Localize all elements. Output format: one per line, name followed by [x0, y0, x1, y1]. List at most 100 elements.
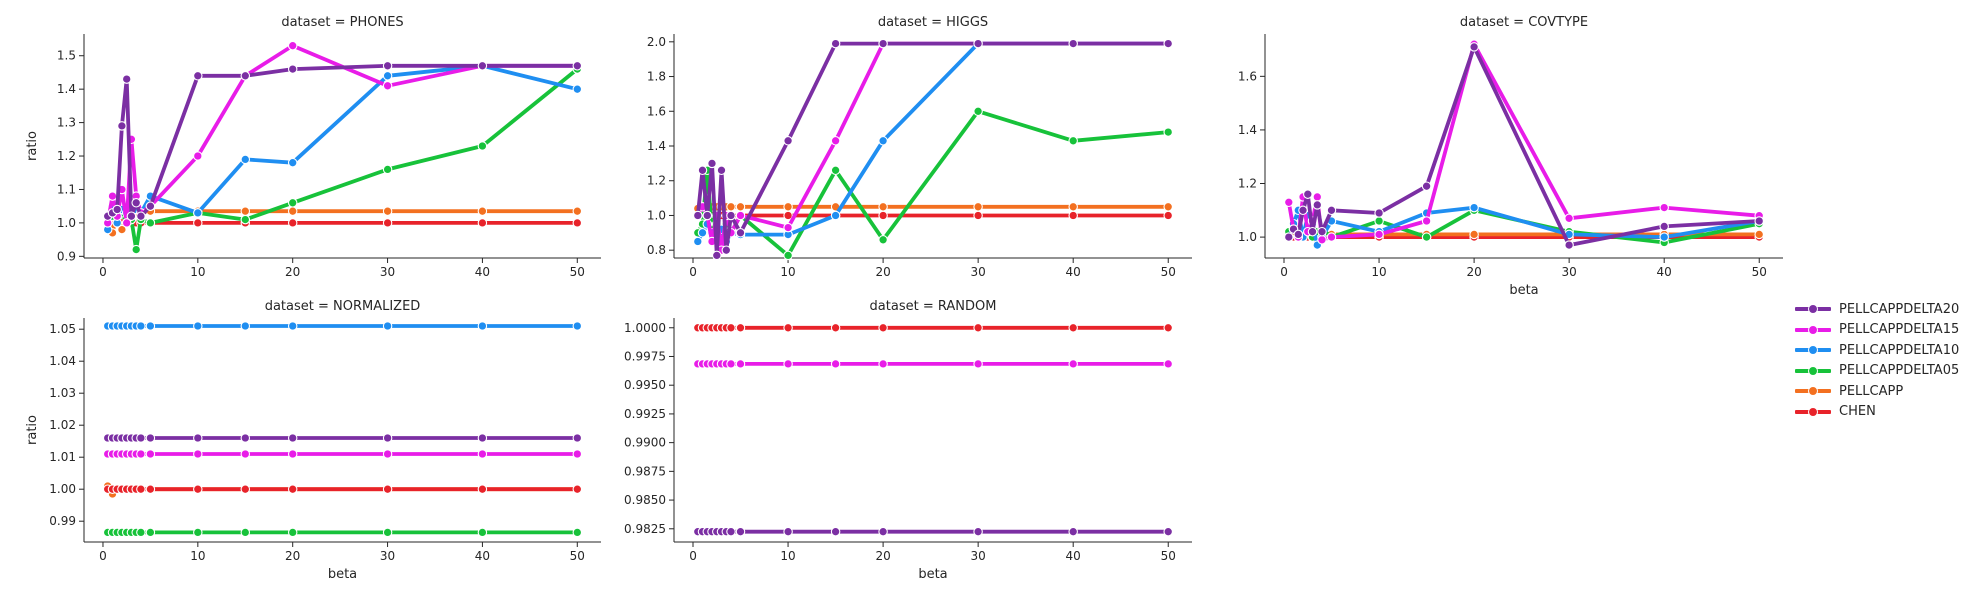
- data-point: [783, 202, 793, 212]
- data-point: [1421, 216, 1432, 226]
- data-point: [382, 527, 393, 538]
- data-point: [783, 222, 793, 233]
- data-point: [572, 218, 583, 228]
- y-tick-label: 1.3: [57, 116, 76, 130]
- data-point: [240, 527, 251, 538]
- data-point: [735, 210, 746, 221]
- data-point: [1068, 136, 1078, 146]
- data-point: [121, 218, 132, 228]
- data-point: [1163, 38, 1173, 49]
- data-point: [287, 40, 298, 51]
- y-tick-label: 0.9925: [624, 407, 666, 421]
- series-pellcappdelta15: [693, 359, 1173, 369]
- data-point: [878, 202, 888, 212]
- data-point: [830, 323, 841, 333]
- x-tick-label: 30: [971, 265, 986, 279]
- data-point: [830, 359, 841, 369]
- y-tick-label: 0.9875: [624, 464, 666, 478]
- y-tick-label: 1.4: [647, 139, 666, 153]
- legend-label-pellcappdelta20: PELLCAPPDELTA20: [1839, 301, 1960, 317]
- legend-item-pellcappdelta05: PELLCAPPDELTA05: [1795, 361, 1975, 381]
- data-point: [477, 321, 488, 331]
- x-tick-label: 20: [285, 265, 300, 279]
- data-point: [1163, 202, 1173, 212]
- x-tick-label: 30: [1562, 265, 1577, 279]
- y-tick-label: 1.2: [57, 149, 76, 163]
- y-tick-label: 1.03: [49, 386, 76, 400]
- legend-label-pellcappdelta15: PELLCAPPDELTA15: [1839, 322, 1960, 337]
- data-point: [287, 321, 298, 331]
- x-tick-label: 50: [1161, 265, 1176, 279]
- legend-label-chen: CHEN: [1839, 404, 1876, 419]
- data-point: [973, 38, 983, 49]
- data-point: [973, 202, 983, 212]
- y-tick-label: 1.8: [647, 70, 666, 84]
- data-point: [1659, 202, 1669, 213]
- x-axis-label: beta: [328, 567, 357, 582]
- data-point: [240, 433, 251, 443]
- y-tick-label: 1.5: [57, 49, 76, 63]
- y-tick-label: 1.2: [1238, 177, 1257, 191]
- data-point: [735, 202, 746, 212]
- x-axis-label: beta: [918, 567, 947, 582]
- data-point: [382, 71, 393, 81]
- legend-swatch-pellcappdelta10: [1795, 343, 1831, 357]
- data-point: [287, 198, 298, 208]
- data-point: [136, 433, 146, 443]
- legend-swatch-pellcapp: [1795, 384, 1831, 398]
- data-point: [716, 165, 727, 176]
- series-pellcappdelta05: [102, 527, 583, 538]
- x-tick-label: 40: [475, 265, 490, 279]
- legend-item-chen: CHEN: [1795, 402, 1975, 422]
- y-tick-label: 1.0: [1238, 230, 1257, 244]
- data-point: [193, 208, 203, 218]
- data-point: [572, 84, 583, 94]
- data-point: [382, 321, 393, 331]
- data-point: [1326, 205, 1337, 216]
- data-point: [382, 218, 393, 228]
- x-tick-label: 50: [570, 265, 585, 279]
- data-point: [1284, 197, 1294, 208]
- data-point: [1163, 127, 1173, 137]
- data-point: [193, 151, 203, 161]
- data-point: [735, 323, 746, 333]
- legend-swatch-pellcappdelta20: [1795, 302, 1831, 316]
- data-point: [973, 210, 983, 221]
- data-point: [145, 321, 156, 331]
- x-tick-label: 10: [1371, 265, 1386, 279]
- data-point: [287, 157, 298, 168]
- data-point: [726, 210, 736, 221]
- data-point: [1469, 42, 1479, 52]
- legend-label-pellcappdelta05: PELLCAPPDELTA05: [1839, 363, 1960, 378]
- chart-legend: PELLCAPPDELTA20 PELLCAPPDELTA15 PELLCAPP…: [1795, 299, 1975, 422]
- data-point: [126, 211, 137, 221]
- legend-item-pellcappdelta15: PELLCAPPDELTA15: [1795, 320, 1975, 340]
- data-point: [1163, 359, 1173, 369]
- data-point: [193, 218, 203, 228]
- series-pellcapp: [693, 202, 1173, 214]
- data-point: [783, 359, 793, 369]
- data-point: [240, 484, 251, 494]
- data-point: [735, 359, 746, 369]
- data-point: [287, 484, 298, 494]
- data-point: [1293, 229, 1304, 240]
- data-point: [830, 526, 841, 537]
- data-point: [726, 202, 736, 212]
- x-tick-label: 0: [99, 265, 107, 279]
- data-point: [1312, 192, 1323, 202]
- panel-title: dataset = COVTYPE: [1460, 15, 1588, 30]
- panel-random: dataset = RANDOM 0 10 20 30 40 50 0.9825 0.9850 0…: [624, 299, 1192, 582]
- data-point: [1326, 232, 1337, 242]
- data-point: [721, 245, 732, 255]
- series-pellcappdelta20: [102, 61, 583, 221]
- data-point: [287, 433, 298, 443]
- panel-covtype: dataset = COVTYPE 0 10 20 30 40 50 1.0 1.2 1.4 1.6…: [1238, 15, 1783, 298]
- y-tick-label: 2.0: [647, 35, 666, 49]
- legend-label-pellcapp: PELLCAPP: [1839, 383, 1904, 399]
- x-tick-label: 20: [1466, 265, 1481, 279]
- data-point: [830, 210, 841, 221]
- series-pellcappdelta15: [102, 449, 583, 459]
- y-tick-label: 0.9950: [624, 378, 666, 392]
- y-axis-label: ratio: [25, 131, 40, 161]
- x-tick-label: 50: [1161, 549, 1176, 563]
